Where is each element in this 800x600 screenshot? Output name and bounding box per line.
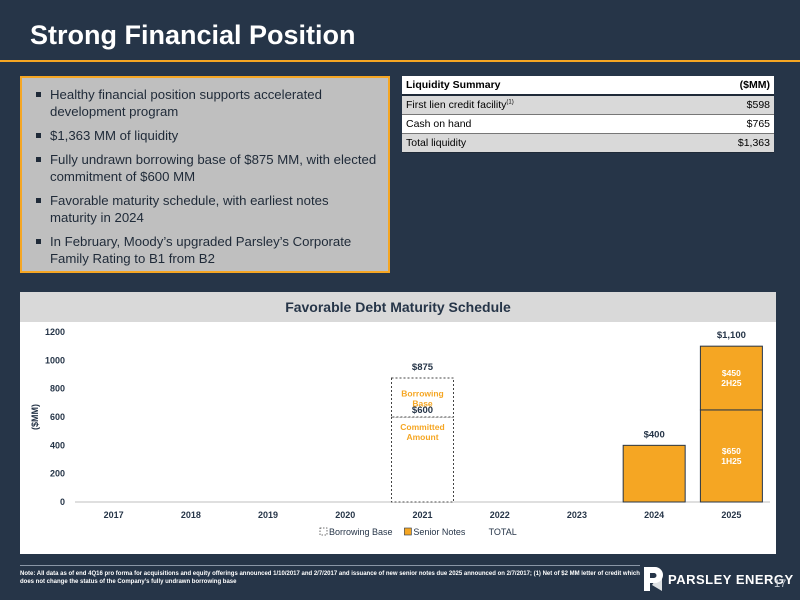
bar-value-label: $400 (644, 429, 665, 440)
x-tick-label: 2021 (412, 510, 432, 520)
legend-swatch-senior-notes (404, 527, 412, 536)
y-tick-label: 600 (50, 412, 65, 422)
bullet-item: Fully undrawn borrowing base of $875 MM,… (32, 151, 378, 185)
bar-segment-label: $650 (722, 446, 741, 456)
bar-segment-label: $450 (722, 368, 741, 378)
bullet-item: Favorable maturity schedule, with earlie… (32, 192, 378, 226)
y-tick-label: 800 (50, 384, 65, 394)
y-tick-label: 1200 (45, 327, 65, 337)
x-tick-label: 2022 (490, 510, 510, 520)
table-cell-label: Cash on hand (406, 118, 472, 130)
table-cell-value: $598 (746, 99, 770, 111)
y-tick-label: 400 (50, 440, 65, 450)
table-row-total: Total liquidity $1,363 (402, 133, 774, 153)
bar-segment-label: 2H25 (721, 378, 742, 388)
debt-maturity-chart-panel: Favorable Debt Maturity Schedule 0 200 400… (20, 292, 776, 554)
liquidity-summary-table: Liquidity Summary ($MM) First lien credi… (402, 76, 774, 153)
y-tick-label: 0 (60, 497, 65, 507)
table-cell-value: $765 (746, 118, 770, 130)
bar-segment-label: Borrowing (401, 389, 444, 399)
x-tick-label: 2024 (644, 510, 664, 520)
bar-value-label: $1,100 (717, 330, 746, 341)
y-axis-label: ($MM) (30, 404, 40, 430)
parsley-logo-icon (644, 567, 663, 591)
footnote-divider (20, 565, 640, 566)
table-header-label: Liquidity Summary (406, 79, 501, 91)
y-tick-label: 200 (50, 469, 65, 479)
borrowing-base-bar-segment (391, 377, 454, 418)
table-row: First lien credit facility(1) $598 (402, 95, 774, 115)
bar-segment-label: Amount (406, 432, 438, 442)
legend-label: Borrowing Base (329, 527, 393, 537)
x-tick-label: 2017 (104, 510, 124, 520)
bar-segment-label: Base (412, 399, 433, 409)
x-tick-label: 2025 (721, 510, 741, 520)
senior-notes-bar-segment (699, 345, 763, 411)
legend-label: TOTAL (489, 527, 517, 537)
x-tick-label: 2020 (335, 510, 355, 520)
borrowing-base-bar-segment (391, 416, 454, 503)
bar-segment-label: Committed (400, 422, 444, 432)
chart-title: Favorable Debt Maturity Schedule (20, 292, 776, 322)
bar-value-label: $875 (412, 362, 434, 373)
table-header-row: Liquidity Summary ($MM) (402, 76, 774, 95)
title-divider (0, 60, 800, 62)
debt-maturity-chart: 0 200 400 600 800 1000 1200 ($MM) 2017 2018 2019 20… (30, 327, 770, 537)
bullet-item: $1,363 MM of liquidity (32, 127, 378, 144)
page-title: Strong Financial Position (30, 20, 356, 50)
x-tick-label: 2023 (567, 510, 587, 520)
legend-label: Senior Notes (413, 527, 466, 537)
y-tick-label: 1000 (45, 355, 65, 365)
company-name: PARSLEY ENERGY (668, 571, 794, 587)
highlights-box: Healthy financial position supports acce… (20, 76, 390, 273)
bullet-item: In February, Moody’s upgraded Parsley’s … (32, 233, 378, 267)
legend-swatch-borrowing-base (319, 527, 328, 536)
senior-notes-bar-segment (699, 409, 763, 503)
x-tick-label: 2018 (181, 510, 201, 520)
senior-notes-bar (622, 444, 686, 503)
footnote: Note: All data as of end 4Q16 pro forma … (20, 571, 640, 585)
table-cell-label: Total liquidity (406, 137, 467, 149)
x-tick-label: 2019 (258, 510, 278, 520)
bullet-item: Healthy financial position supports acce… (32, 86, 378, 120)
bar-segment-label: 1H25 (721, 456, 742, 466)
table-header-units: ($MM) (739, 79, 770, 91)
table-cell-value: $1,363 (737, 137, 770, 149)
table-cell-label: First lien credit facility(1) (406, 99, 514, 111)
bar-value-label: $600 (412, 405, 433, 416)
table-row: Cash on hand $765 (402, 114, 774, 134)
page-number: 17 (774, 578, 787, 590)
company-logo: PARSLEY ENERGY (642, 564, 794, 594)
